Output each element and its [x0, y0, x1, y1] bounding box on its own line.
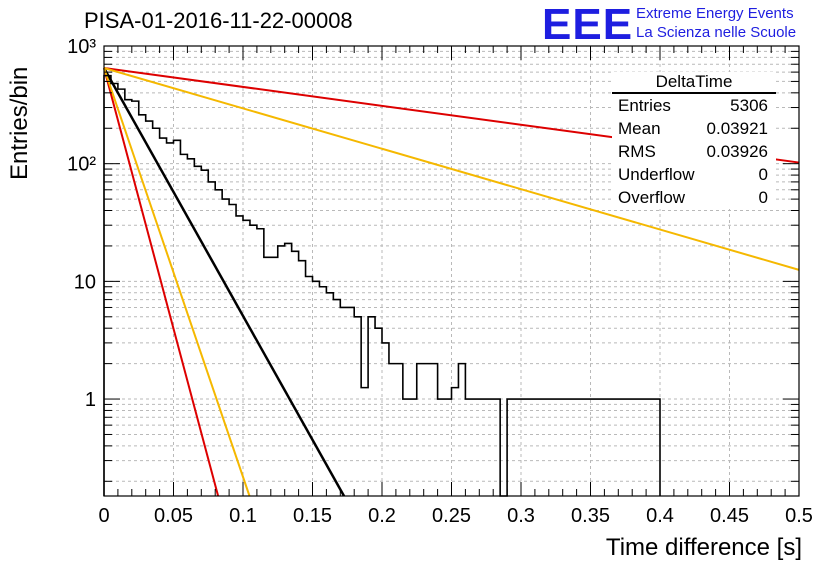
stats-label: Entries [618, 96, 671, 115]
fit-curve [103, 67, 800, 271]
fit-curve [103, 67, 251, 497]
logo-line2: La Scienza nelle Scuole [636, 24, 797, 41]
x-tick-label: 0.4 [646, 505, 674, 527]
stats-value: 0 [758, 188, 768, 207]
x-tick-label: 0.25 [432, 505, 471, 527]
x-axis-label: Time difference [s] [605, 534, 802, 561]
stats-value: 0.03926 [706, 142, 768, 161]
x-tick-label: 0.35 [571, 505, 610, 527]
stats-row: Underflow 0 [612, 163, 776, 186]
stats-row: RMS 0.03926 [612, 140, 776, 163]
x-tick-label: 0.2 [368, 505, 396, 527]
fit-curve [103, 67, 220, 497]
axes-frame [103, 45, 800, 497]
stats-value: 0.03921 [706, 119, 768, 138]
histogram [103, 74, 661, 497]
stats-label: Mean [618, 119, 661, 138]
y-tick-label: 10² [67, 154, 96, 176]
stats-label: Underflow [618, 165, 695, 184]
stats-row: Mean 0.03921 [612, 117, 776, 140]
x-tick-label: 0.1 [229, 505, 257, 527]
stats-value: 0 [758, 165, 768, 184]
y-tick-label: 10³ [67, 36, 96, 58]
logo-line1: Extreme Energy Events [636, 5, 794, 22]
chart-title: PISA-01-2016-11-22-00008 [84, 8, 353, 33]
x-tick-label: 0.3 [507, 505, 535, 527]
y-tick-label: 1 [85, 389, 96, 411]
stats-box: DeltaTime Entries 5306 Mean 0.03921 RMS 0.0… [612, 72, 776, 209]
x-tick-label: 0.15 [293, 505, 332, 527]
stats-label: Overflow [618, 188, 686, 207]
histogram-outline [103, 74, 661, 497]
stats-title: DeltaTime [612, 72, 776, 94]
stats-value: 5306 [730, 96, 768, 115]
x-tick-label: 0.05 [154, 505, 193, 527]
y-tick-label: 10 [74, 271, 96, 293]
x-tick-label: 0 [98, 505, 109, 527]
eee-logo: EEE [542, 0, 634, 49]
stats-row: Entries 5306 [612, 94, 776, 117]
x-tick-label: 0.45 [710, 505, 749, 527]
fit-curve [102, 67, 346, 497]
x-tick-labels: 0 0.05 0.1 0.15 0.2 0.25 0.3 0.35 0.4 0.45 0.5 [98, 505, 812, 527]
stats-row: Overflow 0 [612, 186, 776, 209]
stats-label: RMS [618, 142, 656, 161]
x-tick-label: 0.5 [785, 505, 813, 527]
fit-curves [102, 67, 800, 497]
y-tick-labels: 10³ 10² 10 1 [67, 36, 96, 411]
y-axis-label: Entries/bin [6, 66, 33, 180]
